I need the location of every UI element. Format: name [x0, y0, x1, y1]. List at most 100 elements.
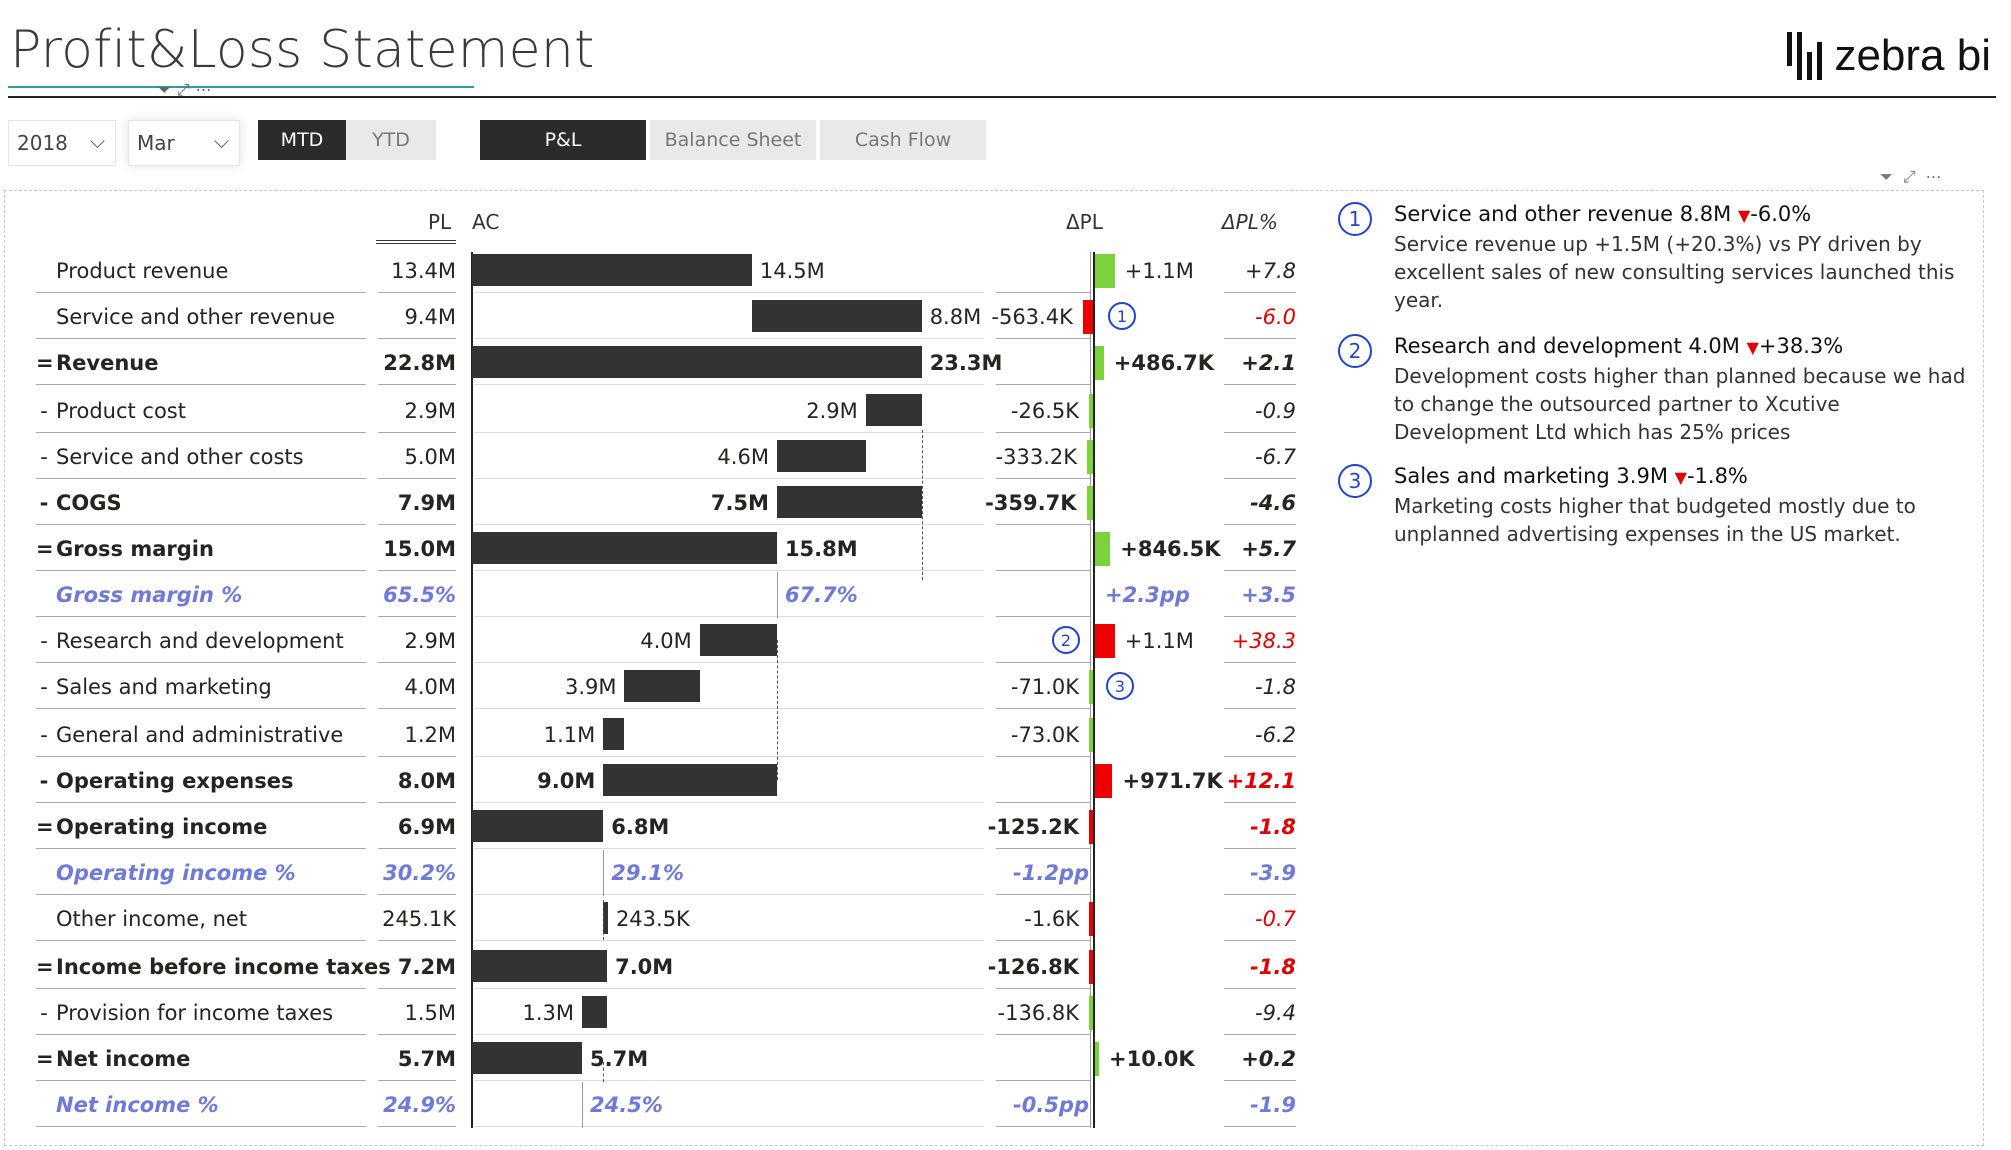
positive-delta-bar: [1086, 486, 1093, 520]
ac-value-label: 2.9M: [806, 399, 858, 423]
row-delta-value: -1.6K: [1024, 907, 1079, 931]
column-header-dpl: ΔPL: [1066, 210, 1103, 234]
row-label: Research and development: [56, 629, 344, 653]
row-pl-value: 13.4M: [391, 259, 456, 283]
table-row: Other income, net 245.1K 243.5K -1.6K -0.7: [0, 896, 1310, 942]
row-pl-value: 30.2%: [383, 861, 456, 885]
row-separator: [474, 756, 984, 757]
month-dropdown[interactable]: Mar ⌵: [128, 120, 240, 166]
row-prefix: -: [40, 399, 48, 423]
waterfall-connector: [921, 430, 923, 580]
row-separator: [474, 384, 984, 385]
row-delta-value: -563.4K: [991, 305, 1073, 329]
focus-mode-icon[interactable]: ⤢: [176, 80, 196, 99]
row-separator: [378, 478, 456, 479]
row-separator: [36, 478, 366, 479]
row-delta-percent: +7.8: [1245, 259, 1296, 283]
ac-bar: [603, 764, 777, 796]
row-pl-value: 6.9M: [397, 815, 456, 839]
comment-marker-icon[interactable]: 2: [1052, 626, 1080, 654]
ac-bar: [865, 394, 922, 426]
ac-bar: [699, 624, 777, 656]
row-prefix: =: [36, 815, 54, 839]
row-separator: [36, 988, 366, 989]
row-separator: [996, 524, 1090, 525]
visual-header-icons: ⏷⤢⋯: [1880, 167, 1952, 187]
row-delta-percent: +5.7: [1241, 537, 1296, 561]
year-dropdown[interactable]: 2018 ⌵: [8, 120, 116, 166]
row-separator: [378, 1034, 456, 1035]
row-separator: [996, 988, 1090, 989]
row-separator: [474, 616, 984, 617]
row-pl-value: 65.5%: [383, 583, 456, 607]
row-pl-value: 1.5M: [404, 1001, 456, 1025]
comment-marker-icon[interactable]: 1: [1108, 302, 1136, 330]
positive-delta-bar: [1095, 1042, 1099, 1076]
row-prefix: -: [40, 1001, 48, 1025]
row-separator: [474, 940, 984, 941]
comment-marker-icon[interactable]: 3: [1106, 672, 1134, 700]
row-prefix: -: [40, 675, 48, 699]
row-separator: [1224, 478, 1296, 479]
ytd-toggle[interactable]: YTD: [346, 120, 436, 160]
row-prefix: -: [39, 491, 49, 515]
row-label: Operating income: [56, 815, 268, 839]
row-label: Gross margin %: [56, 583, 243, 607]
down-triangle-icon: ▼: [1737, 206, 1751, 225]
filter-icon[interactable]: ⏷: [1880, 167, 1903, 186]
row-prefix: -: [40, 723, 48, 747]
positive-delta-bar: [1089, 996, 1093, 1030]
table-row: - Product cost 2.9M 2.9M -26.5K -0.9: [0, 388, 1310, 434]
tab-pl[interactable]: P&L: [480, 120, 646, 160]
more-options-icon[interactable]: ⋯: [195, 80, 218, 99]
filter-icon[interactable]: ⏷: [158, 80, 177, 99]
comment-heading-text: Research and development 4.0M: [1394, 334, 1740, 358]
pct-marker-line: [603, 850, 605, 896]
row-separator: [474, 1126, 984, 1127]
ac-bar: [751, 300, 922, 332]
ac-value-label: 14.5M: [759, 259, 825, 283]
row-separator: [378, 848, 456, 849]
row-delta-percent: +38.3: [1231, 629, 1296, 653]
mtd-toggle[interactable]: MTD: [258, 120, 346, 160]
tab-cash-flow[interactable]: Cash Flow: [820, 120, 986, 160]
tab-balance-sheet[interactable]: Balance Sheet: [650, 120, 816, 160]
chevron-down-icon: ⌵: [213, 129, 229, 153]
ac-value-label: 29.1%: [611, 861, 685, 885]
more-options-icon[interactable]: ⋯: [1925, 167, 1952, 186]
table-row: - General and administrative 1.2M 1.1M -73.0…: [0, 712, 1310, 758]
row-separator: [36, 292, 366, 293]
row-separator: [1224, 848, 1296, 849]
waterfall-connector: [603, 1062, 605, 1082]
ac-value-label: 24.5%: [590, 1093, 663, 1117]
focus-mode-icon[interactable]: ⤢: [1902, 167, 1926, 186]
row-separator: [996, 384, 1090, 385]
ac-bar: [472, 254, 752, 286]
row-label: Provision for income taxes: [56, 1001, 334, 1025]
title-underline: [8, 86, 474, 88]
positive-delta-bar: [1095, 532, 1111, 566]
down-triangle-icon: ▼: [1746, 338, 1759, 357]
ac-value-label: 23.3M: [929, 351, 1003, 375]
row-separator: [474, 432, 984, 433]
row-separator: [996, 848, 1090, 849]
ac-bar: [582, 996, 608, 1028]
row-delta-percent: -0.7: [1255, 907, 1296, 931]
positive-delta-bar: [1089, 394, 1093, 428]
table-row: = Gross margin 15.0M 15.8M +846.5K +5.7: [0, 526, 1310, 572]
negative-delta-bar: [1089, 950, 1093, 984]
ac-bar: [472, 346, 922, 378]
row-separator: [474, 338, 984, 339]
row-separator: [1224, 384, 1296, 385]
row-separator: [378, 662, 456, 663]
row-delta-value: +486.7K: [1113, 351, 1215, 375]
comment-number-icon[interactable]: 1: [1338, 202, 1372, 236]
row-separator: [378, 708, 456, 709]
row-delta-percent: -6.0: [1255, 305, 1296, 329]
comment-number-icon[interactable]: 3: [1338, 464, 1372, 498]
row-separator: [996, 662, 1090, 663]
row-delta-value: -73.0K: [1010, 723, 1079, 747]
row-delta-value: -359.7K: [985, 491, 1077, 515]
comment-number-icon[interactable]: 2: [1338, 334, 1372, 368]
row-delta-percent: -0.9: [1255, 399, 1296, 423]
